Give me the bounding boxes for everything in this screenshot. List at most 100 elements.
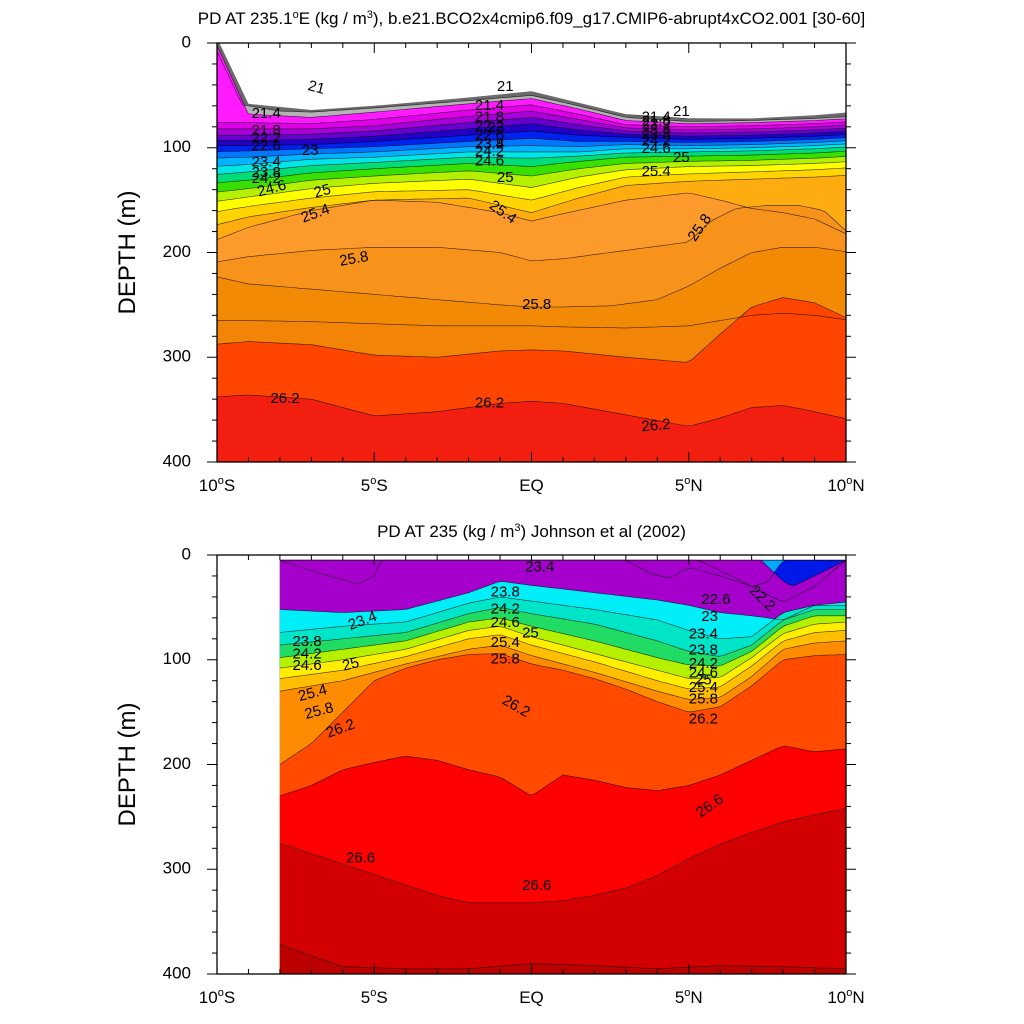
- contour-line-25.6: [217, 175, 846, 226]
- contour-label: 23.8: [689, 641, 718, 658]
- contour-label: 21: [673, 103, 690, 120]
- contour-label: 22.6: [252, 138, 281, 155]
- contour-label: 22.2: [252, 129, 281, 146]
- contour-label: 24.6: [292, 657, 321, 674]
- contour-line-21.2: [217, 45, 846, 124]
- x-tick-label: 5oS: [361, 475, 388, 495]
- contour-label: 25: [522, 625, 539, 642]
- contour-line-25.4: [217, 167, 846, 212]
- contour-line-26.2: [279, 745, 846, 797]
- x-tick-label: 10oN: [827, 475, 864, 495]
- contour-label: 22.6: [701, 591, 730, 608]
- contour-label: 24.2: [689, 655, 718, 672]
- contour-line-23.8: [217, 140, 846, 159]
- contour-label: 23.4: [475, 136, 504, 153]
- x-tick-label: 10oS: [199, 475, 235, 495]
- contour-line-23.8: [279, 596, 846, 639]
- contour-line-25.4: [279, 630, 846, 690]
- contour-line-24.6: [217, 146, 846, 175]
- contour-line-26.2: [217, 394, 846, 427]
- contour-label: 26.2: [641, 416, 672, 435]
- contour-label: 21.4: [252, 105, 281, 122]
- contour-label: 23.8: [292, 633, 321, 650]
- contour-line-23.4: [279, 581, 846, 620]
- contour-line-24.2: [217, 143, 846, 167]
- contour-label: 24.6: [642, 140, 671, 157]
- contour-label: 23: [487, 119, 504, 136]
- axis-ticks: [207, 42, 856, 463]
- contour-plot-area: 23.423.824.224.62525.425.826.223.423.824…: [217, 555, 846, 974]
- contour-fill-26.2: [217, 395, 846, 462]
- contour-fill-26.6: [279, 808, 846, 974]
- contour-label: 24.6: [256, 177, 289, 201]
- contour-line-26.1: [217, 297, 846, 363]
- contour-label: 24.2: [252, 170, 281, 187]
- contour-line-25: [217, 150, 846, 184]
- contour-label: 24.6: [475, 152, 504, 169]
- contour-label: 25: [340, 654, 361, 675]
- contour-label: 25: [312, 181, 333, 202]
- contour-line-25.8: [217, 205, 846, 263]
- contour-label: 23.4: [252, 153, 281, 170]
- y-tick-label: 400: [163, 451, 191, 470]
- missing-data-region: [219, 43, 846, 119]
- contour-label: 21.8: [642, 113, 671, 130]
- contour-label: 22.6: [475, 127, 504, 144]
- contour-line-22.2: [217, 117, 846, 136]
- contour-label: 21: [497, 78, 514, 95]
- y-tick-label: 400: [163, 963, 191, 982]
- contour-line-26: [279, 653, 846, 765]
- contour-label: 23: [701, 608, 718, 625]
- y-tick-label: 0: [182, 32, 191, 51]
- contour-line-26.6: [279, 808, 846, 904]
- contour-line-23.4: [217, 137, 846, 153]
- x-tick-label: 10oN: [827, 987, 864, 1007]
- contour-line-21.8: [217, 110, 846, 131]
- contour-line-21.4: [217, 104, 846, 127]
- contour-label: 21.4: [475, 97, 504, 114]
- contour-label: 24.2: [292, 645, 321, 662]
- contour-label: 23.8: [475, 136, 504, 153]
- contour-label: 23: [302, 142, 319, 159]
- contour-label: 24.2: [475, 143, 504, 160]
- contour-label: 23.8: [642, 126, 671, 143]
- y-tick-label: 200: [163, 754, 191, 773]
- contour-label: 24.2: [642, 132, 671, 149]
- contour-label: 25.8: [338, 248, 370, 270]
- contour-label: 23.4: [689, 626, 718, 643]
- y-tick-label: 200: [163, 242, 191, 261]
- contour-label: 21: [306, 77, 327, 98]
- model-density-section: 21 2121.421.822.222.62323.423.824.224.625…: [114, 9, 865, 495]
- contour-line-25.8: [279, 640, 846, 700]
- chart-title: PD AT 235.1oE (kg / m3), b.e21.BCO2x4cmi…: [198, 9, 865, 28]
- observed-density-section: 23.423.824.224.62525.425.826.223.423.824…: [114, 522, 865, 1007]
- x-tick-label: 5oS: [361, 987, 388, 1007]
- contour-plot-area: 21 2121.421.822.222.62323.423.824.224.625…: [217, 43, 846, 462]
- contour-label: 23.4: [525, 559, 554, 576]
- contour-label: 24.2: [491, 600, 520, 617]
- contour-label: 21.8: [475, 108, 504, 125]
- y-tick-label: 100: [163, 137, 191, 156]
- contour-label: 21.4: [642, 108, 671, 125]
- contour-line-25.7: [217, 192, 846, 240]
- contour-label: 25.8: [491, 651, 520, 668]
- contour-line-22.6: [217, 123, 846, 141]
- contour-label: 23.4: [642, 122, 671, 139]
- contour-line-23: [217, 130, 846, 146]
- contour-label: 25: [497, 169, 514, 186]
- x-tick-label: 5oN: [675, 987, 703, 1007]
- axis-ticks: [207, 554, 856, 975]
- contour-label: 22.2: [475, 118, 504, 135]
- y-tick-label: 100: [163, 649, 191, 668]
- y-tick-label: 300: [163, 859, 191, 878]
- y-axis-label: DEPTH (m): [114, 703, 141, 827]
- contour-label: 23.8: [491, 584, 520, 601]
- contour-label: 26.2: [689, 710, 718, 727]
- contour-label: 24.6: [491, 614, 520, 631]
- contour-label: 25.4: [689, 679, 718, 696]
- contour-line-21.2: [217, 50, 846, 122]
- contour-label: 21.8: [252, 122, 281, 139]
- contour-label: 22.2: [642, 116, 671, 133]
- contour-line-25.9: [217, 247, 846, 308]
- contour-label: 24.6: [689, 664, 718, 681]
